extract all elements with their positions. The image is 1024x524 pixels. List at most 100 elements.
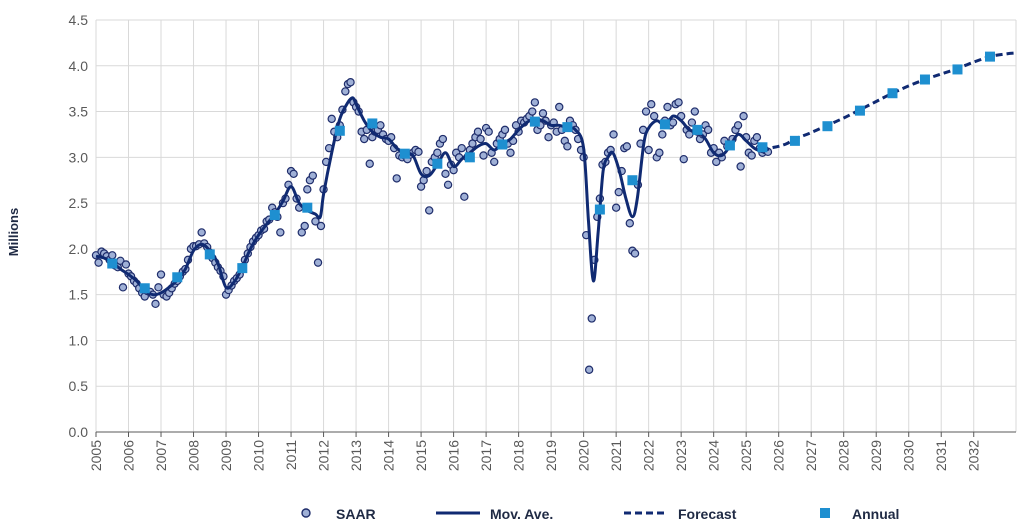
saar-point [316, 221, 326, 231]
legend-swatch-annual [820, 508, 830, 518]
saar-point [303, 185, 312, 194]
saar-point [555, 102, 564, 112]
annual-point [529, 116, 540, 127]
saar-point [156, 270, 166, 279]
legend-item: SAAR [301, 506, 376, 522]
annual-point [269, 210, 280, 221]
saar-point [500, 125, 510, 135]
saar-point [359, 134, 369, 144]
saar-point [506, 148, 515, 157]
x-tick-label: 2009 [218, 440, 234, 471]
x-tick-label: 2005 [88, 440, 104, 471]
saar-point [365, 159, 374, 168]
y-tick-label: 1.5 [69, 287, 89, 303]
x-tick-label: 2030 [901, 440, 917, 471]
legend-label: SAAR [336, 506, 376, 522]
annual-point [627, 175, 638, 186]
saar-point [457, 143, 466, 153]
saar-point [538, 109, 548, 118]
annual-point [822, 121, 833, 132]
saar-point [587, 314, 596, 323]
legend-label: Mov. Ave. [490, 506, 553, 522]
y-tick-label: 0.5 [69, 378, 89, 394]
saar-point [655, 148, 664, 157]
annual-point [854, 105, 865, 116]
saar-point [276, 228, 285, 237]
saar-point [644, 145, 653, 155]
annual-point [302, 202, 313, 213]
saar-point [300, 221, 309, 231]
saar-point [121, 260, 131, 269]
saar-point [308, 171, 318, 180]
saar-point [327, 114, 336, 124]
saar-point [473, 127, 483, 136]
saar-point [392, 174, 401, 183]
annual-point [984, 51, 995, 62]
saar-point [197, 228, 206, 237]
saar-point [663, 102, 672, 112]
legend-label: Forecast [678, 506, 737, 522]
y-axis-ticks: 0.0 0.5 1.0 1.5 2.0 2.5 3.0 3.5 4.0 4.5 [69, 12, 89, 440]
x-tick-label: 2032 [966, 440, 982, 471]
annual-point [594, 204, 605, 215]
legend-label: Annual [852, 506, 899, 522]
saar-point [641, 107, 651, 116]
x-tick-label: 2026 [771, 440, 787, 471]
x-tick-label: 2008 [186, 440, 202, 471]
y-tick-label: 0.0 [69, 424, 89, 440]
x-tick-label: 2013 [348, 440, 364, 471]
saar-point [311, 217, 320, 226]
annual-point [399, 148, 410, 159]
x-tick-label: 2020 [576, 440, 592, 471]
saar-point [649, 111, 659, 121]
x-tick-label: 2015 [413, 440, 429, 471]
y-tick-label: 3.5 [69, 104, 89, 120]
annual-point [919, 74, 930, 85]
y-tick-label: 4.5 [69, 12, 89, 28]
gridlines [95, 19, 1017, 433]
saar-point [687, 118, 697, 127]
saar-point [438, 134, 448, 144]
legend: SAAR Mov. Ave. Forecast Annual [301, 506, 899, 522]
x-tick-label: 2024 [706, 440, 722, 471]
annual-point [497, 139, 508, 150]
saar-point [739, 111, 748, 121]
saar-point [611, 203, 621, 212]
x-tick-label: 2021 [608, 440, 624, 471]
legend-item: Forecast [624, 506, 737, 522]
saar-point [118, 283, 128, 292]
saar-point [674, 98, 683, 107]
saar-point [484, 127, 493, 136]
saar-point [425, 206, 434, 215]
annual-point [367, 118, 378, 129]
axes [95, 431, 1016, 437]
saar-point [341, 87, 350, 96]
saar-point [647, 100, 656, 109]
annual-point [952, 64, 963, 75]
x-tick-label: 2014 [381, 440, 397, 471]
x-tick-label: 2006 [121, 440, 137, 471]
saar-point [703, 125, 713, 135]
y-tick-label: 1.0 [69, 332, 89, 348]
saar-point [630, 249, 640, 258]
annual-point [172, 272, 183, 283]
x-tick-label: 2029 [868, 440, 884, 471]
annual-point [139, 283, 150, 294]
x-tick-label: 2028 [836, 440, 852, 471]
y-tick-label: 4.0 [69, 58, 89, 74]
saar-point [476, 134, 485, 144]
saar-point [622, 142, 632, 151]
saar-point [733, 121, 743, 130]
x-tick-label: 2022 [641, 440, 657, 471]
x-tick-label: 2019 [543, 440, 559, 471]
x-tick-label: 2018 [511, 440, 527, 471]
saar-point [736, 162, 745, 171]
annual-point [107, 258, 118, 269]
y-tick-label: 2.5 [69, 195, 89, 211]
annual-point [464, 152, 475, 163]
annual-point [724, 140, 735, 151]
saar-point [313, 258, 323, 267]
saar-point [479, 151, 488, 160]
plot-area [91, 51, 1017, 374]
saar-point [690, 107, 700, 116]
